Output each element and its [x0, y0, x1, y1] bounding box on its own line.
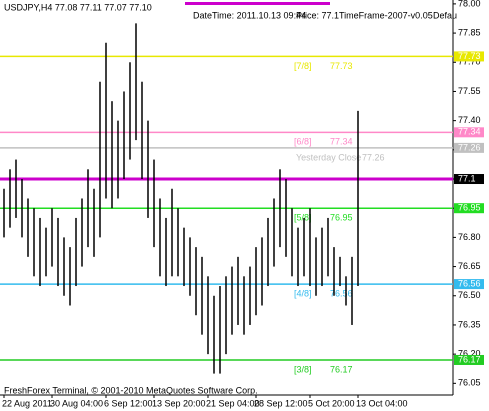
price-tag-label: 77.1: [458, 173, 476, 183]
level-value: 76.17: [330, 364, 353, 374]
price-tag: [454, 127, 484, 138]
x-tick-label: 30 Aug 04:00: [50, 398, 103, 408]
y-tick-label: 77.85: [458, 27, 481, 37]
y-tick-label: 76.50: [458, 290, 481, 300]
level-value: 76.56: [330, 288, 353, 298]
y-tick-label: 77.70: [458, 57, 481, 67]
level-value: 77.34: [330, 137, 353, 147]
x-tick-label: 5 Oct 20:00: [308, 398, 355, 408]
y-tick-label: 77.40: [458, 115, 481, 125]
price-tag: [454, 174, 484, 185]
price-tag-label: 76.95: [458, 203, 481, 213]
price-tag-label: 77.73: [458, 51, 481, 61]
y-tick-label: 77.55: [458, 86, 481, 96]
price-tag: [454, 51, 484, 62]
info-text: TimeFrame-2007-v0.05: [339, 10, 433, 20]
info-text: Price: 77.1: [296, 10, 339, 20]
x-tick-label: 13 Oct 04:00: [356, 398, 408, 408]
x-tick-label: 6 Sep 12:00: [104, 398, 153, 408]
info-text: DateTime: 2011.10.13 09:44: [193, 10, 306, 20]
level-value: 76.95: [330, 213, 353, 223]
level-label: [5/8]: [294, 213, 312, 223]
y-tick-label: 76.05: [458, 378, 481, 388]
price-tag-label: 76.17: [458, 354, 481, 364]
x-tick-label: 28 Sep 12:00: [254, 398, 308, 408]
y-tick-label: 78.00: [458, 0, 481, 8]
y-tick-label: 76.35: [458, 319, 481, 329]
level-value: 77.73: [330, 61, 353, 71]
symbol-header: USDJPY,H4 77.08 77.11 77.07 77.10: [4, 2, 152, 12]
price-tag: [454, 203, 484, 214]
y-tick-label: 76.20: [458, 349, 481, 359]
price-tag-label: 77.34: [458, 127, 481, 137]
level-value: 77.26: [362, 152, 385, 162]
level-label: Yesterday Close: [296, 152, 361, 162]
level-label: [3/8]: [294, 364, 312, 374]
level-label: [4/8]: [294, 288, 312, 298]
level-label: [7/8]: [294, 61, 312, 71]
price-tag-label: 76.56: [458, 278, 481, 288]
price-tag: [454, 142, 484, 153]
x-tick-label: 22 Aug 2011: [2, 398, 52, 408]
top-bar: [185, 2, 330, 5]
price-tag: [454, 354, 484, 365]
y-tick-label: 76.80: [458, 232, 481, 242]
y-tick-label: 76.65: [458, 261, 481, 271]
price-tag: [454, 279, 484, 290]
price-tag-label: 77.26: [458, 142, 481, 152]
x-tick-label: 21 Sep 04:00: [206, 398, 260, 408]
info-text: Defau: [433, 10, 457, 20]
footer: FreshForex Terminal, © 2001-2010 MetaQuo…: [4, 385, 258, 395]
x-tick-label: 13 Sep 20:00: [152, 398, 206, 408]
level-label: [6/8]: [294, 137, 312, 147]
